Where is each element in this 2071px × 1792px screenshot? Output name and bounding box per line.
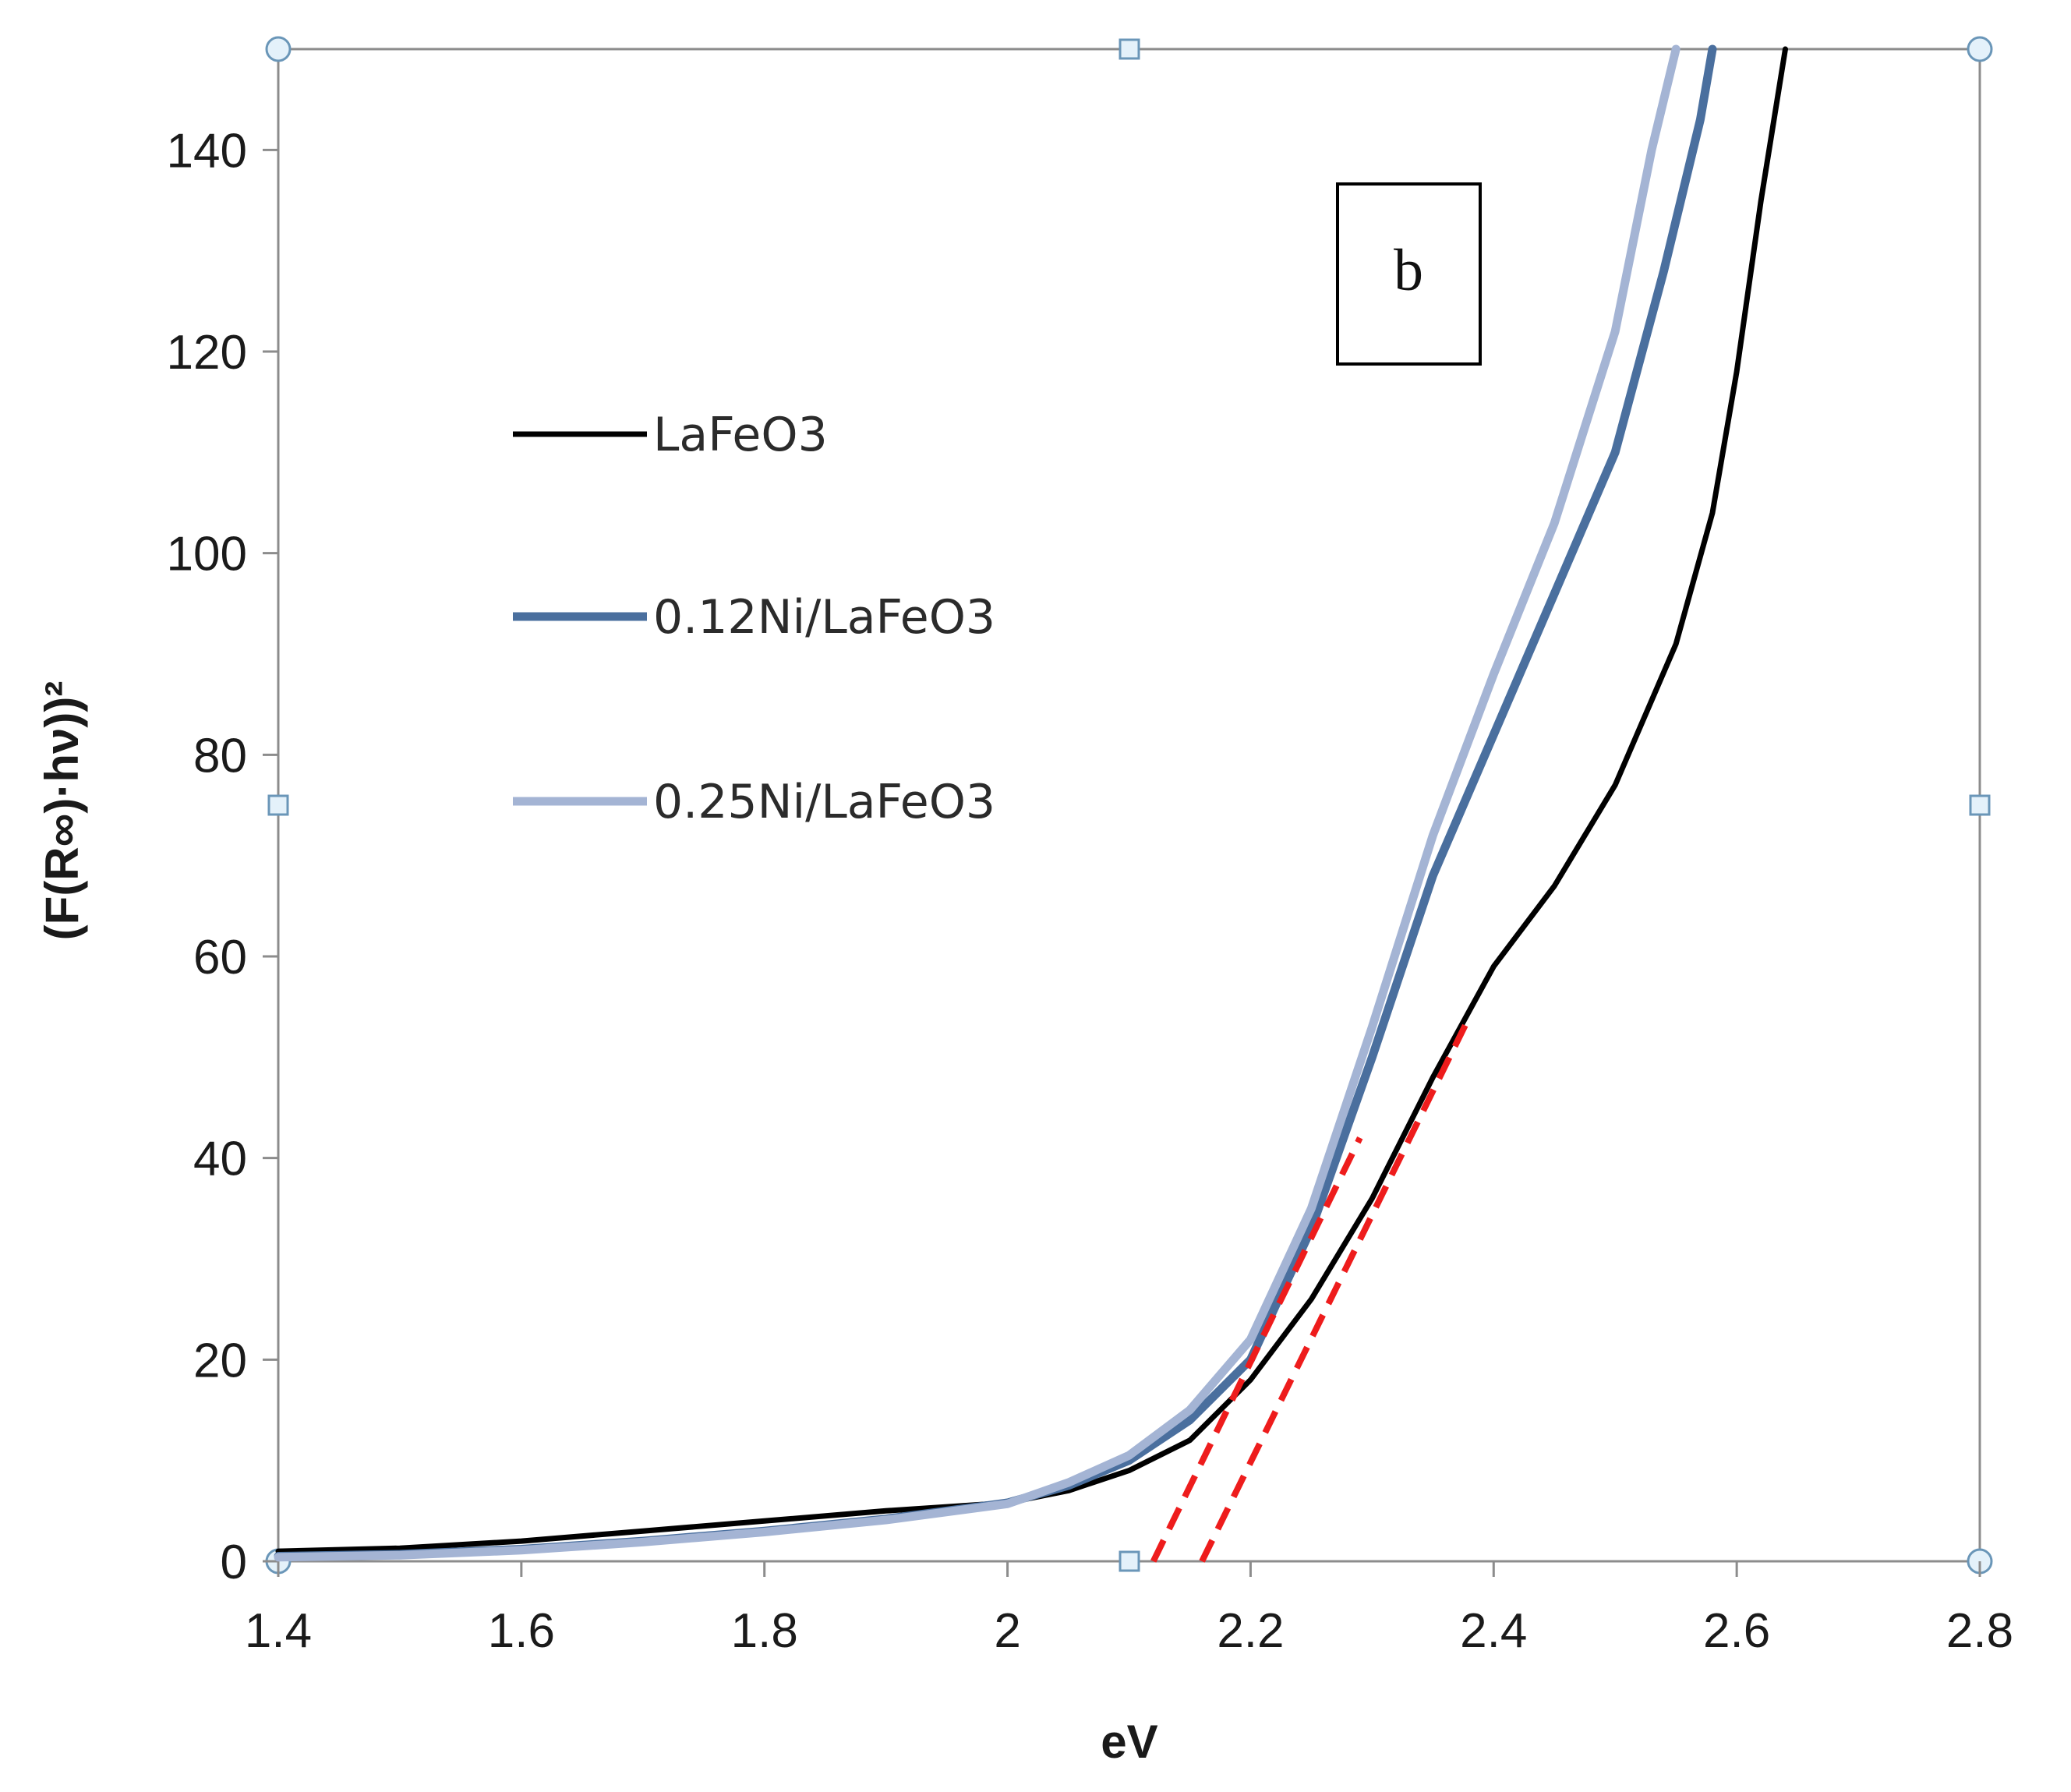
x-axis-title: eV (1101, 1716, 1157, 1768)
y-tick-label: 0 (221, 1536, 247, 1589)
selection-handles[interactable] (265, 36, 1993, 1575)
x-tick-label: 2.2 (1217, 1604, 1284, 1658)
y-axis-title: (F(R∞)·hν))² (36, 681, 88, 941)
tangent-line-2 (1199, 1015, 1472, 1563)
y-tick-label: 20 (193, 1334, 247, 1387)
x-tick-label: 1.4 (245, 1604, 312, 1658)
x-tick-label: 2.4 (1460, 1604, 1527, 1658)
legend: LaFeO3 0.12Ni/LaFeO3 0.25Ni/LaFeO3 (513, 408, 995, 829)
x-tick-label: 2.6 (1703, 1604, 1770, 1658)
x-tick-label: 1.6 (488, 1604, 555, 1658)
legend-label-012ni: 0.12Ni/LaFeO3 (653, 590, 995, 645)
resize-handle-left[interactable] (267, 794, 289, 816)
series-layer (274, 44, 1788, 1562)
panel-label-box (1336, 182, 1482, 366)
resize-handle-right[interactable] (1969, 794, 1991, 816)
tangent-lines (1150, 1015, 1472, 1563)
panel-label: b (1394, 238, 1423, 303)
legend-label-lafeo3: LaFeO3 (653, 408, 828, 462)
tangent-line-1 (1150, 1136, 1363, 1563)
y-tick-label: 120 (167, 326, 247, 380)
x-tick-label: 1.8 (731, 1604, 798, 1658)
resize-handle-top[interactable] (1119, 38, 1140, 60)
series-line-lafeo3 (275, 46, 1788, 1554)
y-axis: 0 20 40 60 80 100 120 140 (167, 124, 278, 1589)
resize-handle-bottom[interactable] (1119, 1550, 1140, 1572)
resize-handle-top-left[interactable] (265, 36, 292, 62)
x-axis: 1.4 1.6 1.8 2 2.2 2.4 2.6 2.8 (245, 1561, 2013, 1658)
y-tick-label: 40 (193, 1133, 247, 1186)
x-tick-label: 2.8 (1946, 1604, 2013, 1658)
legend-label-025ni: 0.25Ni/LaFeO3 (653, 775, 995, 829)
series-line-025ni (274, 44, 1680, 1562)
y-tick-label: 60 (193, 931, 247, 984)
resize-handle-top-right[interactable] (1967, 36, 1993, 62)
y-tick-label: 80 (193, 729, 247, 783)
y-tick-label: 100 (167, 528, 247, 581)
y-tick-label: 140 (167, 124, 247, 178)
x-tick-label: 2 (994, 1604, 1020, 1658)
